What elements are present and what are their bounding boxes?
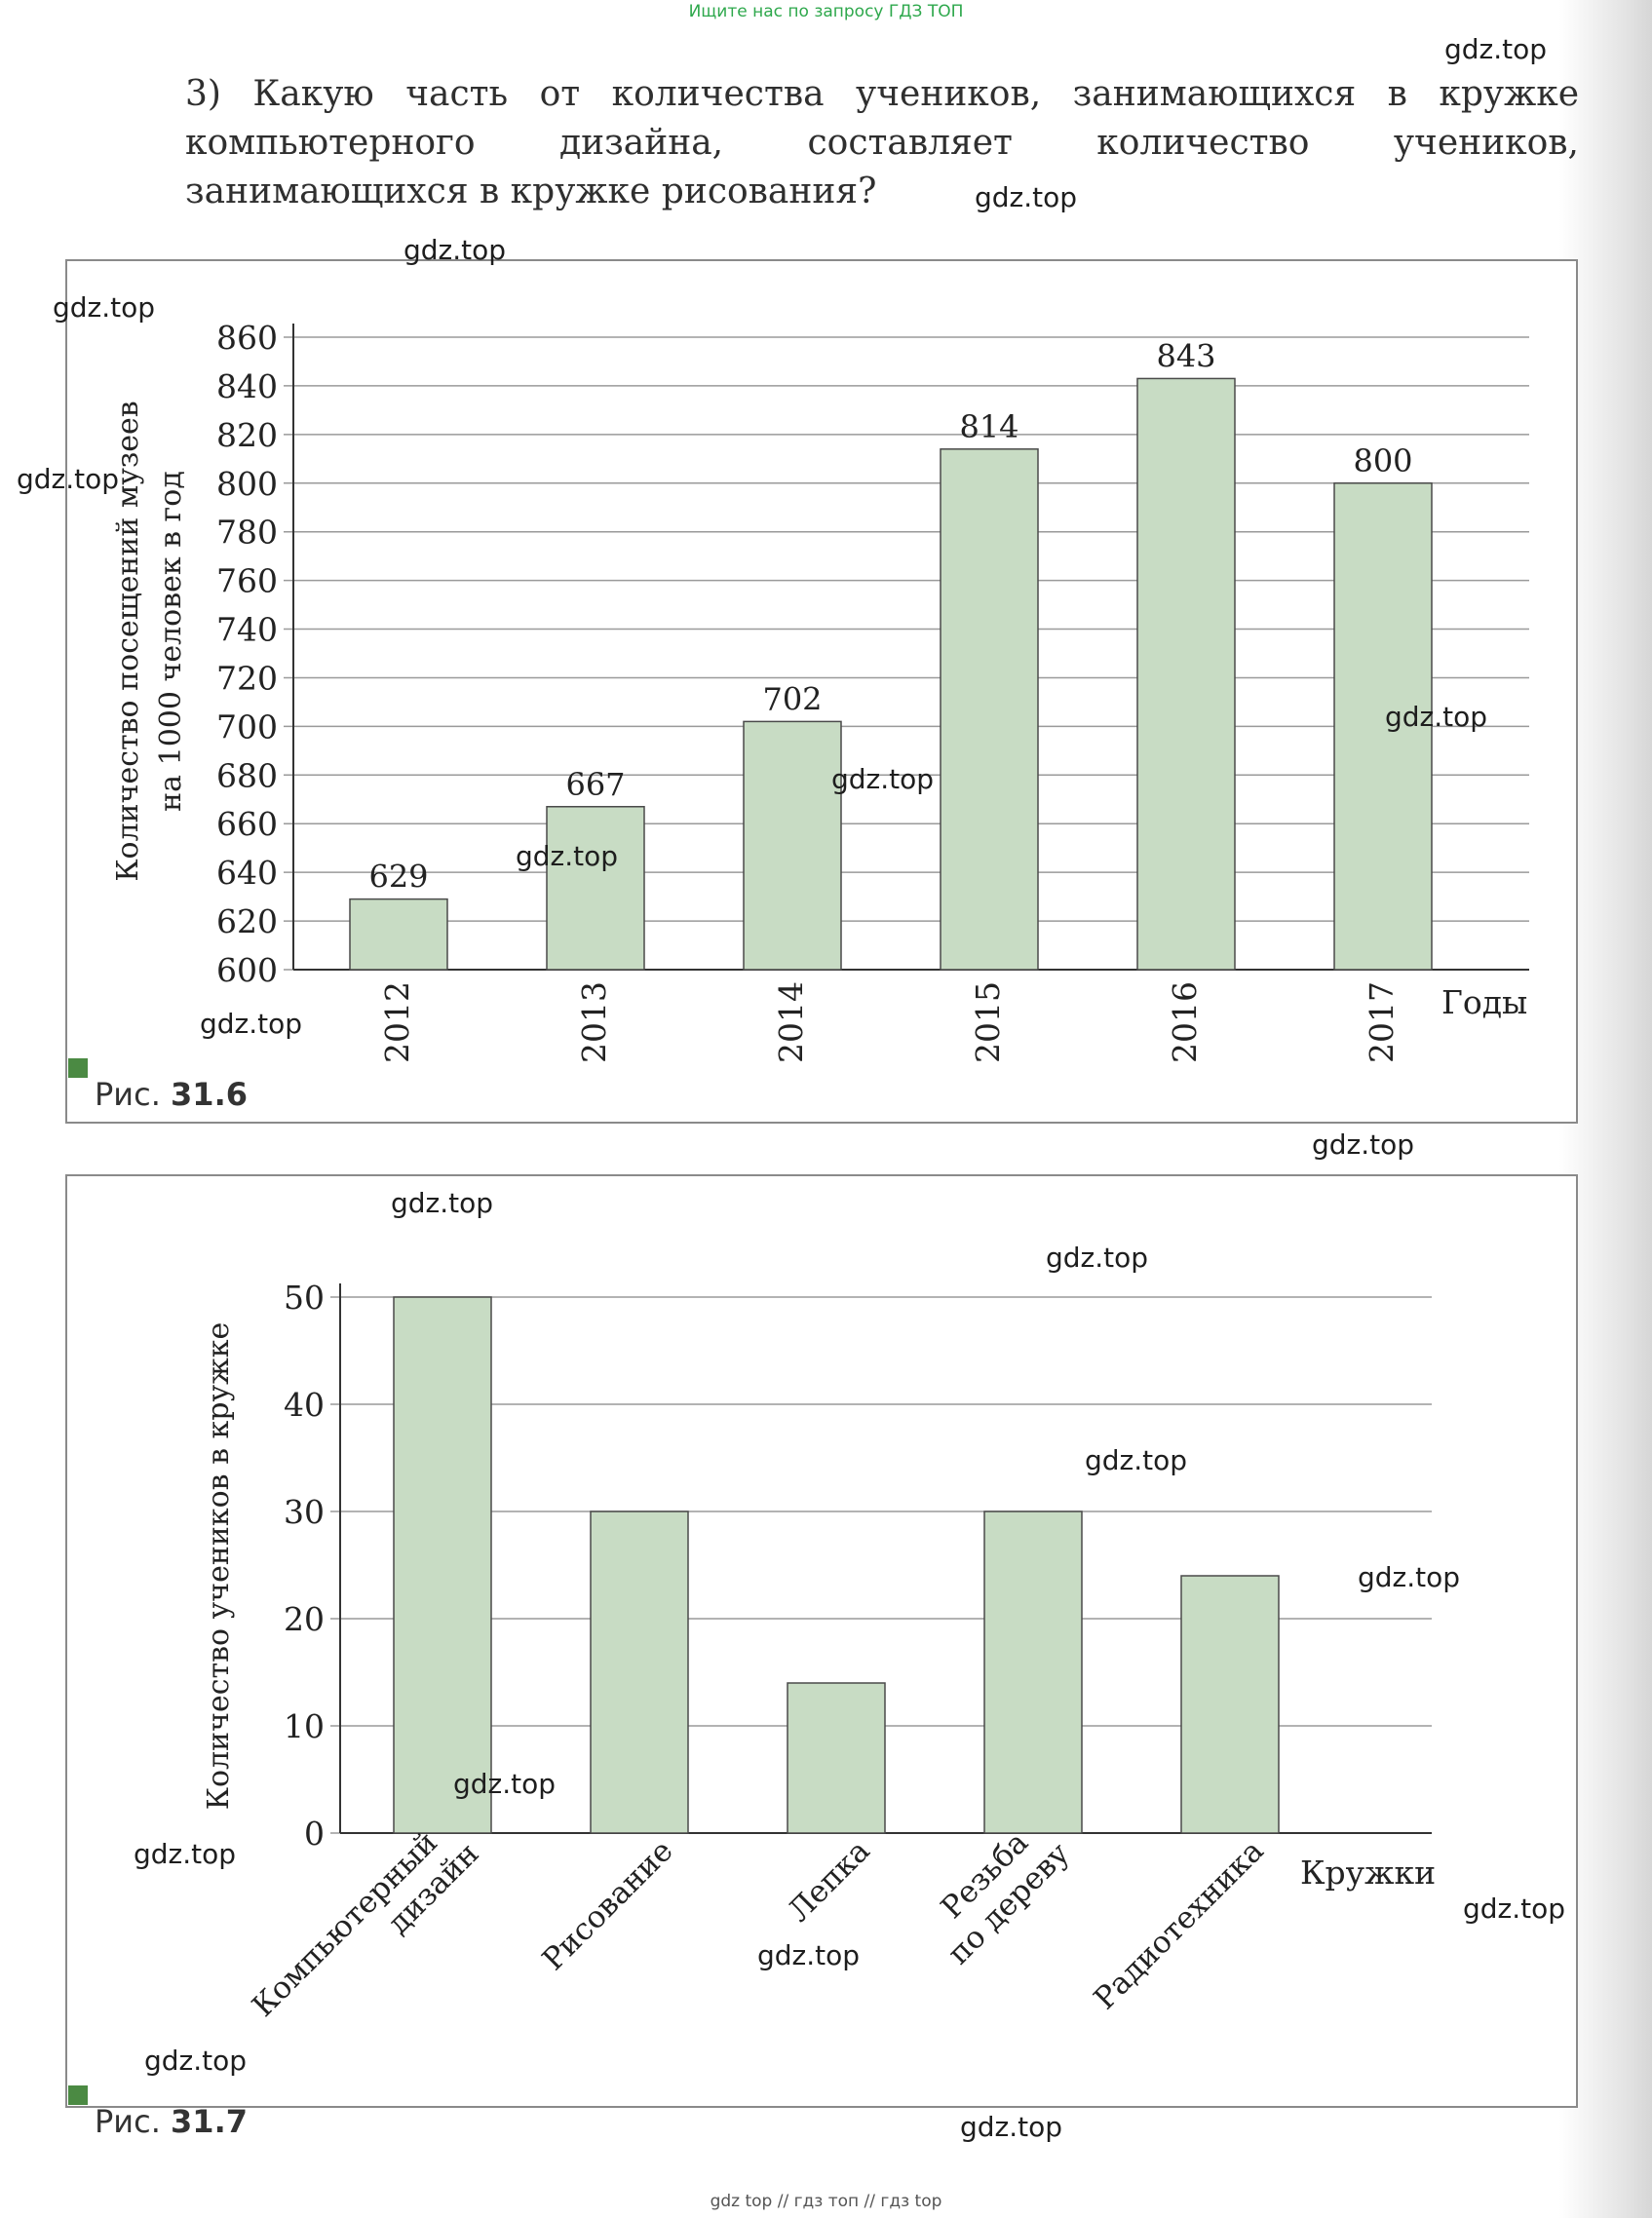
watermark: gdz.top <box>53 291 156 324</box>
watermark: gdz.top <box>757 1939 861 1971</box>
figure-marker-icon <box>68 2085 88 2105</box>
watermark: gdz.top <box>391 1187 494 1219</box>
bar <box>743 720 842 971</box>
x-axis-title: Кружки <box>1300 1854 1436 1892</box>
bar <box>1333 482 1433 971</box>
x-tick-label: 2012 <box>378 981 416 1063</box>
watermark: gdz.top <box>1046 1242 1149 1274</box>
x-tick-label-line: Лепка <box>782 1833 877 1929</box>
watermark: gdz.top <box>831 763 935 795</box>
x-tick-label: Рисование <box>536 1833 680 1977</box>
figure-31-6-caption: Рис. 31.6 <box>95 1076 248 1113</box>
y-tick-label: 780 <box>216 514 278 552</box>
bottom-banner: gdz top // гдз топ // гдз top <box>710 2192 942 2211</box>
x-tick-label: 2016 <box>1166 981 1204 1063</box>
y-tick-label: 620 <box>216 902 278 940</box>
figure-marker-icon <box>68 1058 88 1078</box>
y-tick-label: 40 <box>284 1386 325 1424</box>
x-tick-label: Радиотехника <box>1088 1833 1271 2016</box>
caption-number: 31.7 <box>171 2103 248 2140</box>
x-axis-title: Годы <box>1441 983 1527 1021</box>
watermark: gdz.top <box>1312 1128 1415 1161</box>
watermark: gdz.top <box>1444 33 1548 65</box>
watermark: gdz.top <box>1085 1444 1188 1476</box>
y-tick-label: 0 <box>304 1815 325 1853</box>
caption-prefix: Рис. <box>95 2103 172 2140</box>
y-tick-label: 680 <box>216 756 278 794</box>
x-tick-label: Лепка <box>782 1833 877 1929</box>
watermark: gdz.top <box>960 2111 1063 2143</box>
y-axis-title: на 1000 человек в год <box>154 471 188 812</box>
x-tick-label: Резьбапо дереву <box>915 1810 1077 1971</box>
y-tick-label: 700 <box>216 707 278 746</box>
x-tick-label-line: Рисование <box>536 1833 680 1977</box>
bar <box>546 806 645 971</box>
watermark: gdz.top <box>403 234 507 266</box>
watermark: gdz.top <box>975 181 1078 213</box>
y-tick-label: 720 <box>216 659 278 697</box>
data-label: 667 <box>565 766 625 803</box>
watermark: gdz.top <box>1463 1893 1566 1925</box>
caption-prefix: Рис. <box>95 1076 172 1113</box>
x-tick-label: 2013 <box>575 981 613 1063</box>
y-axis-title: Количество учеников в кружке <box>202 1322 236 1810</box>
y-tick-label: 800 <box>216 465 278 503</box>
y-tick-label: 50 <box>284 1279 325 1317</box>
watermark: gdz.top <box>144 2045 248 2077</box>
x-tick-label: Компьютерныйдизайн <box>246 1810 486 2050</box>
club-students-bar-chart: 0 10 20 30 40 50 Компьютерныйдизайн Рисование Ле… <box>202 1279 1436 2050</box>
question-text: 3) Какую часть от количества учеников, з… <box>185 74 1579 211</box>
bar <box>393 1296 492 1834</box>
museum-visits-bar-chart: 600 620 640 660 680 700 720 740 760 780 800 820 840 8… <box>111 319 1529 1063</box>
bar <box>349 898 448 971</box>
data-label: 843 <box>1156 337 1215 374</box>
bar <box>1180 1575 1280 1834</box>
watermark: gdz.top <box>134 1838 237 1870</box>
figure-31-7-frame: 0 10 20 30 40 50 Компьютерныйдизайн Рисование Ле… <box>65 1174 1578 2108</box>
y-tick-label: 820 <box>216 416 278 454</box>
y-tick-label: 30 <box>284 1493 325 1531</box>
data-label: 702 <box>762 680 822 717</box>
x-tick-label: 2015 <box>969 981 1007 1063</box>
data-label: 800 <box>1353 442 1412 479</box>
watermark: gdz.top <box>17 463 120 495</box>
y-tick-label: 760 <box>216 562 278 600</box>
watermark: gdz.top <box>1385 701 1488 733</box>
y-tick-label: 840 <box>216 367 278 405</box>
y-tick-label: 10 <box>284 1707 325 1745</box>
caption-number: 31.6 <box>171 1076 248 1113</box>
bar <box>983 1511 1083 1834</box>
bar <box>1136 377 1236 971</box>
bar <box>940 448 1039 971</box>
y-tick-label: 660 <box>216 805 278 843</box>
y-tick-label: 600 <box>216 951 278 989</box>
y-tick-label: 640 <box>216 854 278 892</box>
figure-31-7-caption: Рис. 31.7 <box>95 2103 248 2140</box>
data-label: 629 <box>368 859 428 896</box>
figure-31-6-frame: 600 620 640 660 680 700 720 740 760 780 800 820 840 8… <box>65 259 1578 1124</box>
top-banner: Ищите нас по запросу ГДЗ ТОП <box>688 2 964 21</box>
bar <box>590 1511 689 1834</box>
y-tick-label: 20 <box>284 1600 325 1638</box>
x-tick-label: 2014 <box>772 981 810 1063</box>
watermark: gdz.top <box>516 840 619 872</box>
y-tick-label: 740 <box>216 611 278 649</box>
watermark: gdz.top <box>1358 1561 1461 1593</box>
x-tick-label-line: Радиотехника <box>1088 1833 1271 2016</box>
data-label: 814 <box>959 408 1018 445</box>
x-tick-label: 2017 <box>1363 981 1401 1063</box>
watermark: gdz.top <box>200 1008 303 1040</box>
watermark: gdz.top <box>453 1768 557 1800</box>
y-tick-label: 860 <box>216 319 278 357</box>
y-axis-title: Количество посещений музеев <box>111 401 145 881</box>
bar <box>787 1682 886 1834</box>
